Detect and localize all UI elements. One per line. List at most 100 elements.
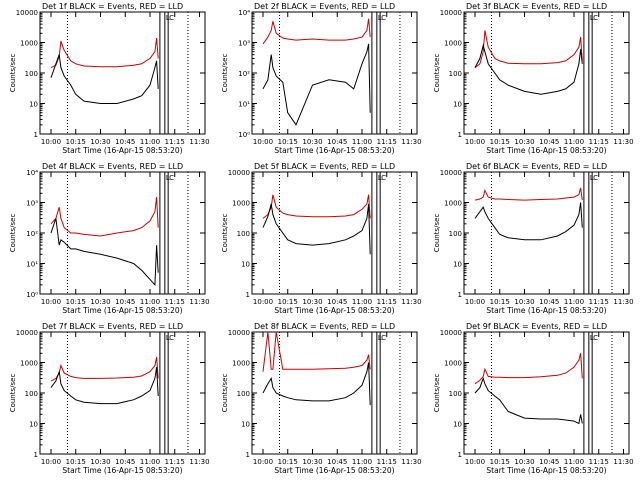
marker-label: L (378, 14, 382, 22)
y-axis-label: Counts/sec (433, 54, 441, 93)
x-tick-label: 11:30 (189, 298, 209, 306)
x-axis-label: Start Time (16-Apr-15 08:53:20) (274, 466, 394, 475)
panel-8: Det 8f BLACK = Events, RED = LLD 1 10 100 10… (221, 322, 422, 475)
panel-title: Det 7f BLACK = Events, RED = LLD (42, 322, 183, 331)
x-tick-label: 11:15 (589, 458, 609, 466)
x-axis-label: Start Time (16-Apr-15 08:53:20) (486, 466, 606, 475)
y-tick-label: 1 (246, 291, 250, 299)
x-tick-label: 10:30 (302, 458, 322, 466)
lld-series-line (262, 331, 371, 372)
y-tick-label: 1000 (20, 40, 38, 48)
panel-1: Det 1f BLACK = Events, RED = LLD 1 10 100 10… (9, 2, 210, 155)
y-tick-label: 100 (449, 230, 462, 238)
x-tick-label: 11:30 (401, 458, 421, 466)
y-tick-label: 10⁰ (238, 131, 250, 139)
x-tick-label: 11:00 (564, 138, 584, 146)
marker-label: L (378, 334, 382, 342)
x-axis-label: Start Time (16-Apr-15 08:53:20) (274, 306, 394, 315)
lld-series-line (50, 357, 159, 382)
y-axis-label: Counts/sec (9, 374, 17, 413)
panel-title: Det 9f BLACK = Events, RED = LLD (466, 322, 607, 331)
marker-label: C (593, 14, 598, 22)
y-tick-label: 10² (26, 230, 38, 238)
y-tick-label: 10¹ (238, 101, 250, 109)
x-axis-label: Start Time (16-Apr-15 08:53:20) (62, 146, 182, 155)
y-tick-label: 10 (241, 421, 250, 429)
y-tick-label: 10 (453, 101, 462, 109)
events-series-line (474, 43, 583, 95)
y-tick-label: 1000 (20, 360, 38, 368)
events-series-line (262, 43, 371, 126)
y-tick-label: 10000 (16, 9, 38, 17)
y-tick-label: 10⁰ (26, 291, 38, 299)
events-series-line (50, 218, 159, 287)
events-series-line (262, 362, 371, 406)
marker-label: L (378, 174, 382, 182)
y-tick-label: 100 (449, 390, 462, 398)
lld-series-line (474, 187, 583, 201)
x-tick-label: 10:45 (539, 138, 559, 146)
x-tick-label: 10:45 (327, 298, 347, 306)
marker-label: C (169, 14, 174, 22)
x-tick-label: 10:00 (41, 298, 61, 306)
events-series-line (50, 367, 159, 405)
y-tick-label: 10 (29, 421, 38, 429)
y-tick-label: 10000 (16, 329, 38, 337)
x-tick-label: 11:00 (140, 298, 160, 306)
x-tick-label: 11:00 (564, 298, 584, 306)
x-tick-label: 10:15 (278, 458, 298, 466)
x-tick-label: 10:00 (465, 138, 485, 146)
x-tick-label: 11:00 (564, 458, 584, 466)
x-tick-label: 11:15 (165, 458, 185, 466)
x-tick-label: 10:45 (115, 138, 135, 146)
x-tick-label: 10:15 (66, 298, 86, 306)
marker-label: L (166, 334, 170, 342)
x-tick-label: 10:00 (41, 458, 61, 466)
x-tick-label: 10:45 (539, 458, 559, 466)
x-axis-label: Start Time (16-Apr-15 08:53:20) (486, 146, 606, 155)
y-tick-label: 100 (25, 70, 38, 78)
x-tick-label: 11:15 (377, 458, 397, 466)
x-axis-label: Start Time (16-Apr-15 08:53:20) (486, 306, 606, 315)
x-axis-label: Start Time (16-Apr-15 08:53:20) (274, 146, 394, 155)
events-series-line (50, 54, 159, 104)
lld-series-line (474, 30, 583, 68)
marker-label: C (169, 334, 174, 342)
panel-title: Det 2f BLACK = Events, RED = LLD (254, 2, 395, 11)
y-tick-label: 10³ (238, 40, 250, 48)
plot-frame (463, 11, 630, 135)
x-axis-label: Start Time (16-Apr-15 08:53:20) (62, 306, 182, 315)
y-tick-label: 1000 (232, 360, 250, 368)
y-tick-label: 10 (453, 261, 462, 269)
y-tick-label: 10000 (228, 169, 250, 177)
panel-4: Det 4f BLACK = Events, RED = LLD 10⁰ 10¹ 10… (9, 162, 210, 315)
y-tick-label: 10000 (440, 9, 462, 17)
y-tick-label: 10 (29, 101, 38, 109)
marker-label: C (381, 174, 386, 182)
x-tick-label: 10:30 (514, 458, 534, 466)
x-tick-label: 11:15 (377, 138, 397, 146)
panel-title: Det 1f BLACK = Events, RED = LLD (42, 2, 183, 11)
panel-title: Det 4f BLACK = Events, RED = LLD (42, 162, 183, 171)
x-tick-label: 11:15 (589, 138, 609, 146)
panel-3: Det 3f BLACK = Events, RED = LLD 1 10 100 10… (433, 2, 634, 155)
y-tick-label: 1 (458, 131, 462, 139)
x-tick-label: 11:15 (377, 298, 397, 306)
plot-frame (251, 11, 418, 135)
lld-series-line (262, 194, 371, 219)
x-tick-label: 11:15 (589, 298, 609, 306)
panel-title: Det 8f BLACK = Events, RED = LLD (254, 322, 395, 331)
panel-title: Det 3f BLACK = Events, RED = LLD (466, 2, 607, 11)
x-tick-label: 10:00 (253, 298, 273, 306)
y-axis-label: Counts/sec (9, 54, 17, 93)
y-tick-label: 1000 (444, 200, 462, 208)
panel-2: Det 2f BLACK = Events, RED = LLD 10⁰ 10¹ 10… (221, 2, 422, 155)
x-tick-label: 10:00 (41, 138, 61, 146)
x-axis-label: Start Time (16-Apr-15 08:53:20) (62, 466, 182, 475)
plot-frame (251, 171, 418, 295)
y-tick-label: 100 (25, 390, 38, 398)
y-tick-label: 1 (458, 291, 462, 299)
marker-label: C (381, 334, 386, 342)
lld-series-line (50, 37, 159, 69)
marker-label: C (593, 334, 598, 342)
